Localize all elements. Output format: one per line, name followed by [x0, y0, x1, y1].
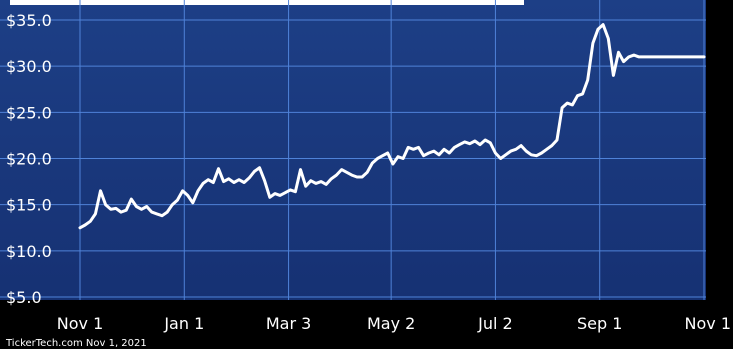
- x-tick-label: Nov 1: [57, 314, 104, 333]
- chart-credit: TickerTech.com Nov 1, 2021: [5, 338, 147, 349]
- y-tick-label: $25.0: [6, 103, 52, 122]
- x-tick-label: May 2: [367, 314, 415, 333]
- x-axis: Nov 1 Jan 1 Mar 3 May 2 Jul 2 Sep 1 Nov 1: [57, 314, 731, 333]
- y-axis: $35.0 $30.0 $25.0 $20.0 $15.0 $10.0 $5.0: [6, 11, 52, 307]
- grid-layer: [0, 0, 706, 300]
- x-tick-label: Sep 1: [577, 314, 622, 333]
- x-tick-label: Nov 1: [685, 314, 732, 333]
- y-tick-label: $15.0: [6, 196, 52, 215]
- series-layer: [78, 23, 706, 230]
- y-tick-label: $5.0: [6, 288, 42, 307]
- x-tick-label: Mar 3: [266, 314, 311, 333]
- y-tick-label: $35.0: [6, 11, 52, 30]
- y-tick-label: $20.0: [6, 150, 52, 169]
- y-tick-label: $30.0: [6, 57, 52, 76]
- x-tick-label: Jul 2: [477, 314, 513, 333]
- top-white-bar: [10, 0, 524, 5]
- plot-area: [0, 0, 706, 300]
- price-series-line-0: [78, 23, 706, 230]
- y-tick-label: $10.0: [6, 242, 52, 261]
- x-tick-label: Jan 1: [163, 314, 204, 333]
